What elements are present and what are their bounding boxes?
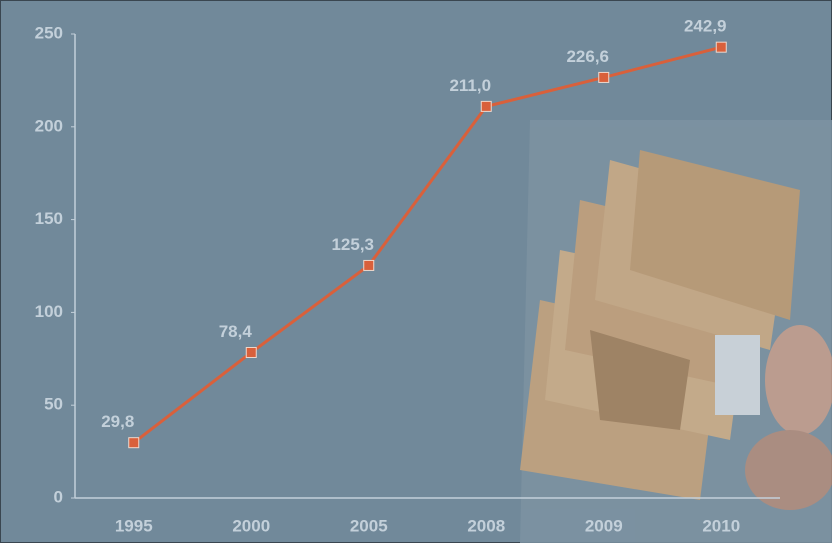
- data-label: 125,3: [331, 235, 374, 254]
- y-tick-label: 250: [35, 23, 63, 42]
- x-tick-label: 1995: [115, 516, 153, 535]
- x-tick-label: 2010: [702, 516, 740, 535]
- marker: [480, 100, 492, 112]
- x-tick-label: 2009: [585, 516, 623, 535]
- x-tick-label: 2008: [467, 516, 505, 535]
- y-tick-label: 50: [44, 395, 63, 414]
- data-label: 78,4: [219, 322, 253, 341]
- marker: [363, 259, 375, 271]
- data-label: 226,6: [566, 47, 609, 66]
- line: [132, 45, 722, 444]
- data-label: 29,8: [101, 412, 134, 431]
- marker: [715, 41, 727, 53]
- data-label: 211,0: [449, 76, 491, 95]
- marker: [128, 437, 140, 449]
- data-label: 242,9: [684, 17, 727, 36]
- y-tick-label: 0: [54, 487, 63, 506]
- y-tick-label: 100: [35, 302, 63, 321]
- y-tick-label: 200: [35, 116, 63, 135]
- y-tick-label: 150: [35, 209, 63, 228]
- marker: [598, 71, 610, 83]
- marker: [245, 346, 257, 358]
- x-tick-label: 2000: [232, 516, 270, 535]
- money-photo: [520, 120, 832, 543]
- x-tick-label: 2005: [350, 516, 388, 535]
